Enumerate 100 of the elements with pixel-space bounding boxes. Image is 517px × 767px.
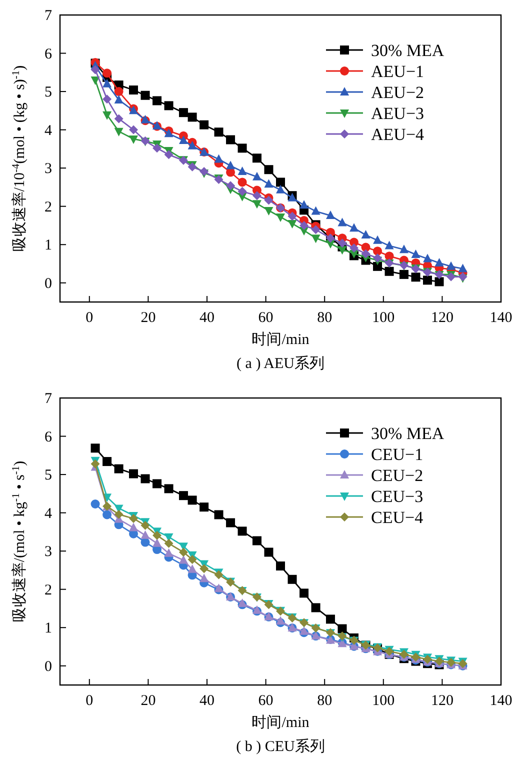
point: [200, 564, 209, 574]
point: [288, 212, 297, 221]
point: [252, 191, 262, 200]
point: [129, 135, 138, 144]
point: [252, 200, 262, 209]
point: [423, 254, 432, 262]
point: [200, 502, 209, 512]
y-tick-label: 1: [44, 238, 52, 254]
point: [311, 225, 320, 234]
point: [276, 178, 285, 187]
y-tick-label: 6: [44, 429, 52, 446]
x-tick-label: 40: [200, 310, 214, 326]
point: [140, 474, 150, 484]
point: [90, 65, 100, 74]
point: [102, 94, 112, 104]
point: [434, 277, 444, 286]
point: [373, 246, 382, 256]
point: [238, 598, 247, 607]
point: [252, 172, 262, 180]
x-axis-title: 时间/min: [252, 331, 310, 348]
point: [458, 264, 468, 272]
point: [338, 218, 347, 226]
point: [114, 94, 124, 104]
point: [164, 150, 174, 160]
point: [226, 160, 236, 170]
legend-label: AEU−1: [371, 62, 424, 81]
point: [361, 230, 370, 239]
point: [373, 235, 382, 244]
point: [238, 166, 247, 176]
point: [446, 261, 456, 270]
point: [102, 457, 112, 466]
point: [276, 184, 285, 194]
point: [276, 561, 285, 570]
point: [264, 165, 274, 174]
point: [276, 214, 285, 222]
point: [129, 469, 138, 478]
x-tick-label: 40: [200, 693, 214, 709]
x-tick-label: 60: [258, 693, 274, 709]
point: [140, 520, 150, 530]
point: [288, 220, 297, 229]
legend-label: AEU−4: [371, 125, 425, 144]
legend-label: CEU−3: [371, 487, 424, 506]
point: [200, 167, 209, 176]
y-tick-label: 1: [44, 620, 52, 637]
x-axis-title: 时间/min: [252, 714, 310, 731]
point: [326, 210, 335, 220]
y-tick-label: 7: [44, 8, 52, 24]
point: [300, 220, 309, 230]
point: [102, 111, 112, 120]
point: [252, 536, 262, 546]
point: [300, 588, 309, 598]
x-tick-label: 100: [372, 310, 395, 326]
point: [178, 136, 188, 144]
point: [152, 144, 162, 153]
point: [264, 196, 274, 205]
point: [90, 500, 100, 508]
point: [350, 244, 358, 253]
legend-label: CEU−1: [371, 445, 424, 464]
point: [238, 178, 247, 187]
point: [252, 154, 262, 163]
point: [200, 120, 209, 130]
text: ( b ) CEU系列: [236, 738, 325, 755]
point: [102, 68, 112, 78]
legend-label: CEU−4: [371, 508, 424, 527]
x-tick-label: 120: [430, 693, 454, 709]
point: [226, 518, 236, 528]
y-tick-label: 0: [44, 276, 52, 292]
point: [152, 530, 162, 540]
point: [214, 128, 224, 137]
point: [238, 526, 247, 536]
legend-label: AEU−2: [371, 83, 424, 102]
y-tick-label: 2: [44, 199, 52, 216]
point: [188, 140, 197, 150]
point: [188, 112, 197, 122]
point: [200, 574, 209, 582]
x-tick-label: 100: [372, 693, 395, 709]
y-tick-label: 5: [44, 468, 52, 484]
point: [164, 548, 174, 557]
x-tick-label: 80: [317, 693, 332, 709]
point: [102, 78, 112, 88]
x-tick-label: 20: [140, 310, 156, 326]
point: [90, 76, 100, 86]
y-tick-label: 5: [44, 84, 52, 101]
y-tick-label: 4: [44, 506, 52, 522]
point: [214, 510, 224, 520]
point: [129, 125, 138, 134]
point: [276, 616, 285, 625]
point: [152, 96, 162, 106]
point: [114, 128, 124, 136]
y-tick-label: 2: [44, 582, 52, 598]
point: [311, 603, 320, 612]
point: [178, 548, 188, 557]
point: [226, 135, 236, 144]
point: [300, 200, 309, 209]
point: [238, 144, 247, 153]
point: [152, 479, 162, 488]
point: [114, 510, 124, 519]
point: [188, 564, 197, 573]
point: [164, 484, 174, 494]
point: [338, 624, 347, 634]
